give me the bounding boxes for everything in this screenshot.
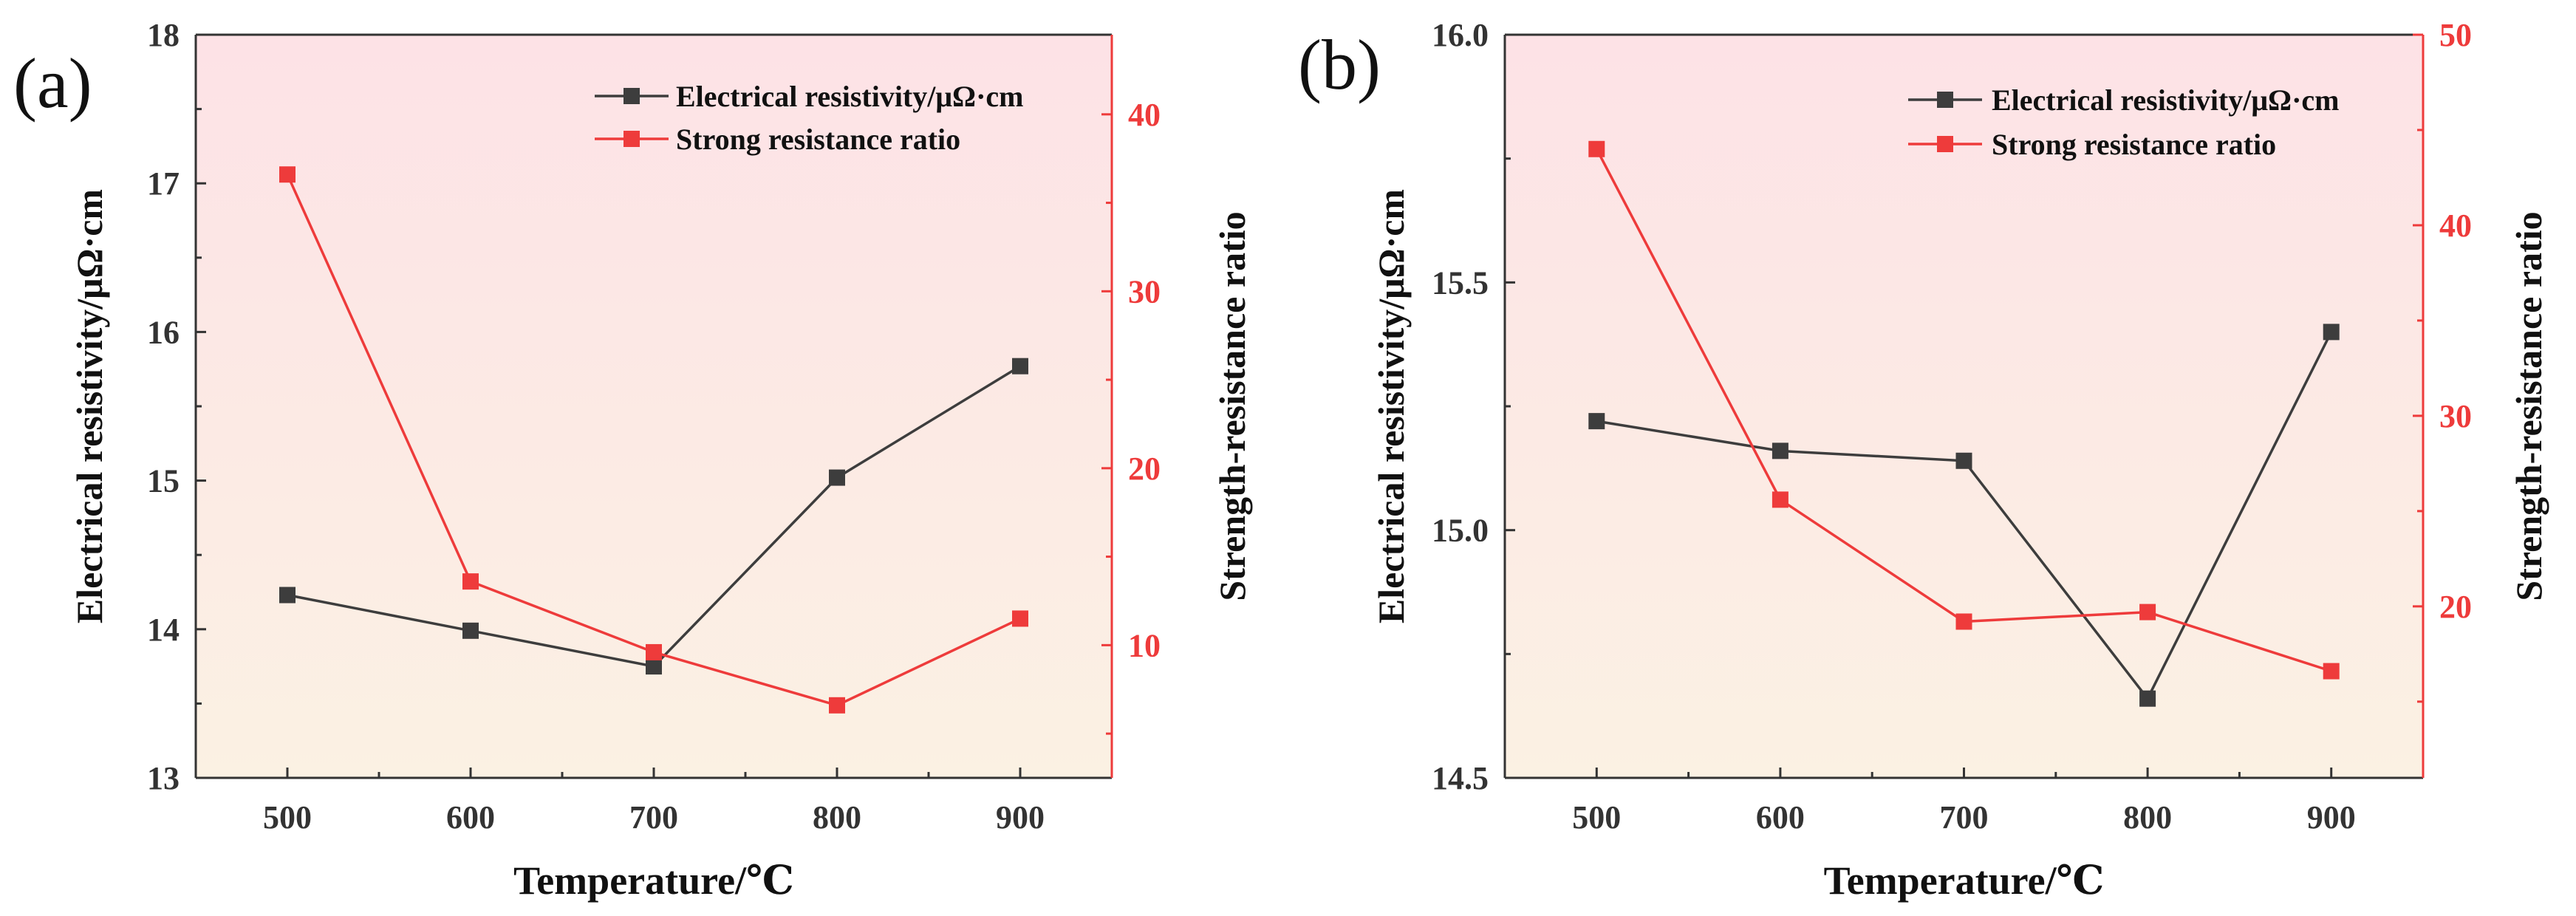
legend-label: Strong resistance ratio: [676, 123, 960, 156]
legend-marker: [1937, 136, 1953, 152]
resistivity-data-point: [1772, 442, 1788, 459]
resistivity-data-point: [1588, 413, 1605, 430]
y-right-tick-label: 50: [2439, 17, 2472, 53]
strength-ratio-data-point: [1588, 140, 1605, 157]
x-axis-title: Temperature/℃: [513, 858, 794, 903]
strength-ratio-data-point: [829, 697, 845, 714]
x-tick-label: 700: [629, 799, 678, 835]
y-right-tick-label: 30: [1128, 273, 1161, 310]
y-right-axis-title: Strength-resistance ratio: [2508, 211, 2549, 601]
x-tick-label: 800: [813, 799, 861, 835]
legend-marker: [623, 88, 640, 104]
y-left-tick-label: 17: [147, 165, 180, 202]
legend-marker: [1937, 92, 1953, 108]
resistivity-data-point: [279, 587, 295, 604]
resistivity-data-point: [829, 469, 845, 486]
x-tick-label: 500: [1572, 799, 1621, 835]
y-left-tick-label: 18: [147, 17, 180, 53]
legend-label: Electrical resistivity/μΩ·cm: [1992, 83, 2340, 117]
resistivity-data-point: [2323, 324, 2340, 341]
y-left-tick-label: 16: [147, 314, 180, 350]
x-tick-label: 900: [996, 799, 1045, 835]
resistivity-data-point: [1012, 358, 1028, 375]
x-tick-label: 800: [2123, 799, 2172, 835]
panel-label: (b): [1298, 25, 1381, 104]
strength-ratio-data-point: [646, 643, 662, 660]
panel-label: (a): [13, 44, 92, 123]
legend-label: Strong resistance ratio: [1992, 128, 2276, 161]
y-left-tick-label: 15.5: [1432, 264, 1489, 301]
x-tick-label: 600: [1756, 799, 1805, 835]
chart-panel-b: 500 600 700 800 900 14.5 15.0 15.5 16.0 20 30 40 50 E…: [1298, 17, 2549, 903]
y-left-tick-label: 14.5: [1432, 760, 1489, 796]
x-tick-label: 700: [1940, 799, 1989, 835]
y-left-axis-title: Electrical resistivity/μΩ·cm: [69, 189, 110, 623]
resistivity-data-point: [2139, 690, 2156, 707]
y-right-tick-label: 20: [2439, 589, 2472, 625]
y-left-tick-label: 15: [147, 463, 180, 499]
resistivity-data-point: [462, 622, 479, 639]
y-left-axis-title: Electrical resistivity/μΩ·cm: [1370, 189, 1412, 623]
y-left-tick-label: 13: [147, 760, 180, 796]
y-left-tick-label: 15.0: [1432, 513, 1489, 549]
x-tick-label: 500: [263, 799, 312, 835]
resistivity-data-point: [646, 658, 662, 675]
x-tick-label: 900: [2307, 799, 2356, 835]
y-right-tick-label: 40: [1128, 97, 1161, 133]
strength-ratio-data-point: [279, 166, 295, 183]
y-left-tick-label: 16.0: [1432, 17, 1489, 53]
strength-ratio-data-point: [462, 573, 479, 590]
legend-label: Electrical resistivity/μΩ·cm: [676, 80, 1024, 113]
x-axis-title: Temperature/℃: [1824, 858, 2105, 903]
strength-ratio-data-point: [2139, 604, 2156, 621]
y-right-tick-label: 40: [2439, 208, 2472, 244]
strength-ratio-data-point: [1955, 613, 1972, 630]
strength-ratio-data-point: [1012, 610, 1028, 627]
x-tick-label: 600: [446, 799, 495, 835]
y-right-axis-title: Strength-resistance ratio: [1212, 211, 1253, 601]
y-right-tick-label: 20: [1128, 451, 1161, 487]
y-left-tick-label: 14: [147, 612, 180, 648]
strength-ratio-data-point: [1772, 491, 1788, 508]
y-right-tick-label: 30: [2439, 398, 2472, 434]
chart-panel-a: 500 600 700 800 900 13 14 15 16 17 18 10 20 30 40 Elect…: [13, 17, 1253, 903]
y-right-tick-label: 10: [1128, 627, 1161, 663]
resistivity-data-point: [1955, 452, 1972, 469]
strength-ratio-data-point: [2323, 663, 2340, 680]
plot-area: [1505, 35, 2423, 778]
legend-marker: [623, 131, 640, 147]
